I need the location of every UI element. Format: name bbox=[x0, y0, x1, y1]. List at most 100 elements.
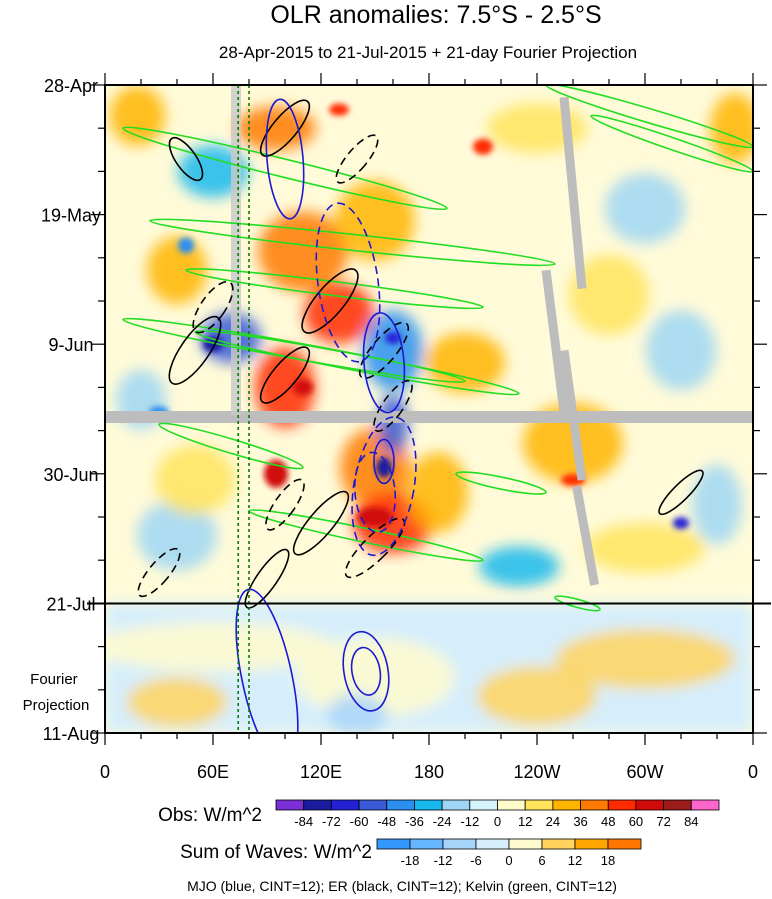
mjo-contour bbox=[362, 312, 406, 414]
chart-subtitle: 28-Apr-2015 to 21-Jul-2015 + 21-day Four… bbox=[219, 43, 637, 62]
er-contour bbox=[358, 321, 410, 380]
anomaly-spot bbox=[293, 379, 313, 396]
er-contour bbox=[344, 517, 406, 579]
anomaly-spot bbox=[473, 138, 493, 155]
y-tick-label: 19-May bbox=[41, 206, 101, 226]
er-contour bbox=[192, 280, 234, 334]
kelvin-contour bbox=[590, 114, 753, 173]
obs-colorbar-swatch bbox=[524, 799, 554, 811]
anomaly-patch bbox=[127, 677, 227, 728]
er-contour bbox=[259, 346, 311, 404]
waves-colorbar-tick-label: 18 bbox=[601, 853, 615, 868]
waves-colorbar-swatch bbox=[475, 838, 510, 850]
plot-area bbox=[105, 85, 753, 733]
y-tick-label: 9-Jun bbox=[48, 335, 93, 355]
anomaly-patch bbox=[646, 310, 716, 391]
mjo-contour bbox=[353, 451, 397, 534]
anomaly-patch bbox=[477, 665, 597, 726]
missing-data-marks bbox=[105, 85, 753, 586]
anomaly-patch bbox=[327, 694, 387, 733]
obs-colorbar-swatch bbox=[497, 799, 526, 811]
obs-colorbar-swatch bbox=[386, 799, 415, 811]
waves-colorbar-tick-label: 6 bbox=[538, 853, 545, 868]
missing-diagonal bbox=[559, 96, 587, 290]
anomaly-spot bbox=[376, 457, 392, 478]
y-tick-label: 21-Jul bbox=[46, 594, 95, 614]
anomaly-patch bbox=[255, 347, 315, 428]
obs-colorbar: Obs: W/m^2 -84 -72 -60 -48 -36 -24 -12 0 12 24 36 4… bbox=[158, 799, 720, 829]
obs-colorbar-swatch bbox=[414, 799, 443, 811]
y-tick-label: 28-Apr bbox=[44, 76, 98, 96]
x-tick-label: 120E bbox=[300, 762, 342, 782]
anomaly-patch bbox=[178, 145, 248, 198]
wave-legend: MJO (blue, CINT=12); ER (black, CINT=12)… bbox=[187, 878, 617, 894]
wave-contours bbox=[122, 85, 753, 733]
er-contour bbox=[335, 134, 379, 184]
anomaly-spot bbox=[178, 237, 194, 254]
field-detail bbox=[149, 103, 689, 530]
obs-colorbar-swatch bbox=[580, 799, 609, 811]
obs-colorbar-swatch bbox=[663, 799, 692, 811]
anomaly-patch bbox=[236, 106, 316, 151]
obs-colorbar-tick-label: 24 bbox=[546, 814, 560, 829]
er-contour bbox=[168, 315, 222, 385]
mjo-contour bbox=[351, 416, 417, 557]
obs-colorbar-tick-label: 60 bbox=[629, 814, 643, 829]
projection-label: Fourier Projection bbox=[23, 671, 90, 714]
mjo-contour bbox=[342, 630, 390, 712]
mjo-contour bbox=[315, 202, 381, 363]
anomaly-patch bbox=[109, 85, 166, 146]
waves-colorbar-swatch bbox=[574, 838, 609, 850]
waves-colorbar-tick-label: 12 bbox=[568, 853, 582, 868]
waves-colorbar: Sum of Waves: W/m^2 -18 -12 -6 0 6 12 18 bbox=[180, 838, 642, 868]
obs-colorbar-swatch bbox=[330, 799, 360, 811]
er-contour bbox=[137, 547, 181, 598]
anomaly-patch bbox=[479, 546, 559, 587]
anomaly-patch bbox=[408, 452, 468, 533]
y-tick-label: 11-Aug bbox=[43, 724, 100, 744]
obs-colorbar-swatch bbox=[303, 799, 332, 811]
waves-colorbar-tick-label: -6 bbox=[470, 853, 482, 868]
waves-colorbar-swatch bbox=[409, 838, 444, 850]
x-tick-label: 180 bbox=[414, 762, 444, 782]
anomaly-patch bbox=[605, 173, 685, 244]
anomaly-patch bbox=[258, 211, 348, 292]
anomaly-patch bbox=[147, 236, 207, 305]
missing-row bbox=[105, 411, 753, 423]
waves-colorbar-swatch bbox=[376, 838, 411, 850]
anomaly-patch bbox=[155, 444, 235, 515]
kelvin-contour bbox=[185, 268, 484, 310]
waves-colorbar-swatch bbox=[607, 838, 642, 850]
kelvin-contour bbox=[122, 126, 448, 211]
mjo-contour bbox=[350, 646, 382, 696]
x-tick-label: 60W bbox=[626, 762, 663, 782]
obs-colorbar-swatch bbox=[690, 799, 720, 811]
anomaly-patch bbox=[105, 621, 333, 672]
er-contour bbox=[168, 136, 204, 182]
obs-colorbar-tick-label: -60 bbox=[350, 814, 369, 829]
anomaly-spot bbox=[329, 103, 349, 116]
anomaly-spot bbox=[673, 517, 689, 530]
obs-colorbar-tick-label: 12 bbox=[518, 814, 532, 829]
obs-colorbar-swatch bbox=[441, 799, 471, 811]
x-tick-label: 120W bbox=[513, 762, 560, 782]
x-tick-label: 0 bbox=[100, 762, 110, 782]
anomaly-patch bbox=[295, 637, 455, 718]
waves-colorbar-tick-label: 0 bbox=[505, 853, 512, 868]
missing-strip bbox=[231, 85, 241, 415]
obs-colorbar-tick-label: -48 bbox=[377, 814, 396, 829]
waves-colorbar-swatch bbox=[508, 838, 543, 850]
anomaly-field bbox=[105, 85, 753, 733]
y-axis: 28-Apr 19-May 9-Jun 30-Jun 21-Jul 11-Aug bbox=[41, 76, 767, 744]
anomaly-patch bbox=[710, 93, 753, 164]
x-tick-label: 60E bbox=[197, 762, 229, 782]
anomaly-patch bbox=[137, 500, 217, 571]
kelvin-contour bbox=[158, 422, 304, 470]
mjo-contour bbox=[265, 98, 305, 220]
obs-colorbar-tick-label: -36 bbox=[405, 814, 424, 829]
kelvin-contour bbox=[149, 218, 556, 267]
chart-title: OLR anomalies: 7.5°S - 2.5°S bbox=[270, 1, 601, 29]
obs-colorbar-tick-label: -24 bbox=[433, 814, 452, 829]
kelvin-contour bbox=[455, 471, 547, 495]
